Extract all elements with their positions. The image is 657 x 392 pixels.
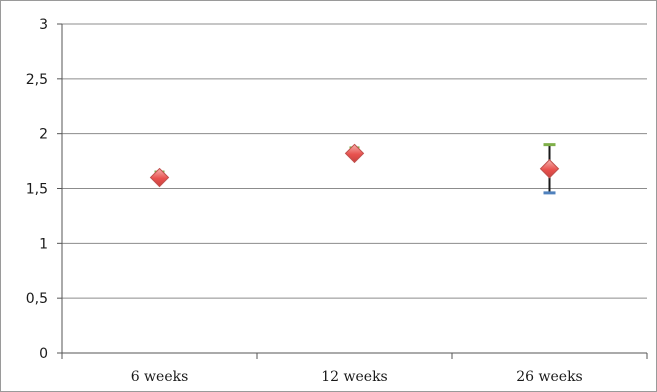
y-tick-label: 0,5: [26, 291, 48, 307]
x-tick-label: 6 weeks: [131, 369, 189, 385]
axes: [57, 23, 648, 359]
x-tick-label: 26 weeks: [516, 369, 583, 385]
data-point-marker: [149, 167, 170, 188]
gridlines: [62, 23, 647, 299]
y-tick-label: 1,5: [26, 182, 48, 198]
y-tick-label: 2: [39, 127, 48, 143]
y-tick-label: 1: [39, 236, 48, 252]
data-marks: [149, 143, 560, 195]
y-tick-label: 2,5: [26, 72, 48, 88]
y-tick-label: 0: [39, 346, 48, 362]
data-point-marker: [344, 143, 365, 164]
x-tick-label: 12 weeks: [321, 369, 388, 385]
y-tick-label: 3: [39, 17, 48, 33]
tick-labels: 0 0,5 1 1,5 2 2,5 3 6 weeks 12 weeks 26 weeks: [26, 17, 583, 385]
data-point-marker: [539, 159, 560, 179]
